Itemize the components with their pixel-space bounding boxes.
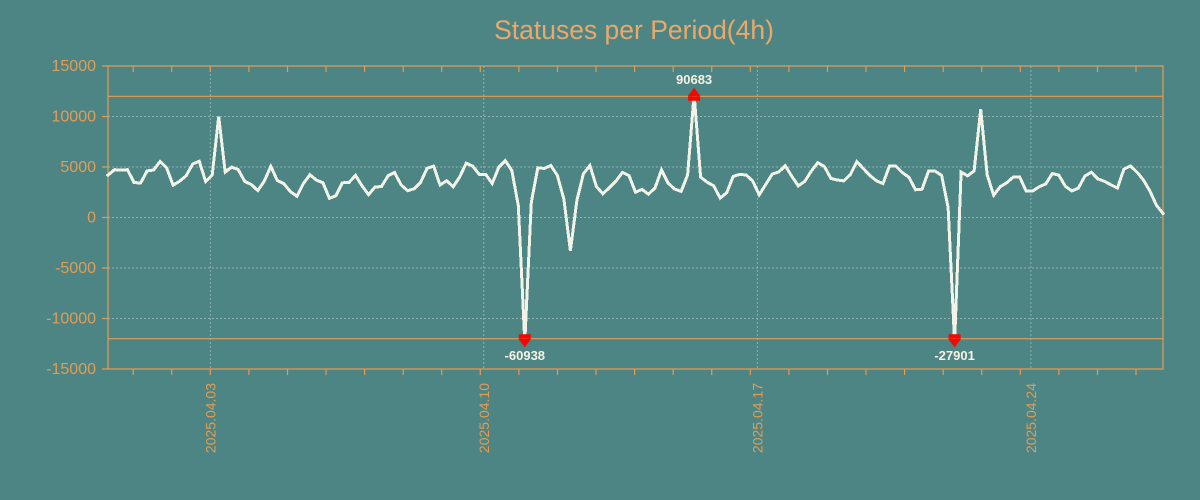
svg-text:-5000: -5000	[55, 260, 96, 277]
svg-text:10000: 10000	[52, 109, 97, 126]
svg-text:2025.04.03: 2025.04.03	[202, 383, 218, 453]
svg-text:90683: 90683	[676, 72, 712, 87]
svg-text:-15000: -15000	[46, 361, 96, 378]
svg-text:15000: 15000	[52, 58, 97, 75]
svg-text:2025.04.24: 2025.04.24	[1023, 383, 1039, 453]
svg-text:2025.04.17: 2025.04.17	[749, 383, 765, 453]
svg-text:-10000: -10000	[46, 311, 96, 328]
svg-text:5000: 5000	[60, 159, 96, 176]
svg-text:-27901: -27901	[934, 348, 974, 363]
svg-text:2025.04.10: 2025.04.10	[476, 383, 492, 453]
svg-text:0: 0	[87, 210, 96, 227]
svg-text:-60938: -60938	[505, 348, 545, 363]
